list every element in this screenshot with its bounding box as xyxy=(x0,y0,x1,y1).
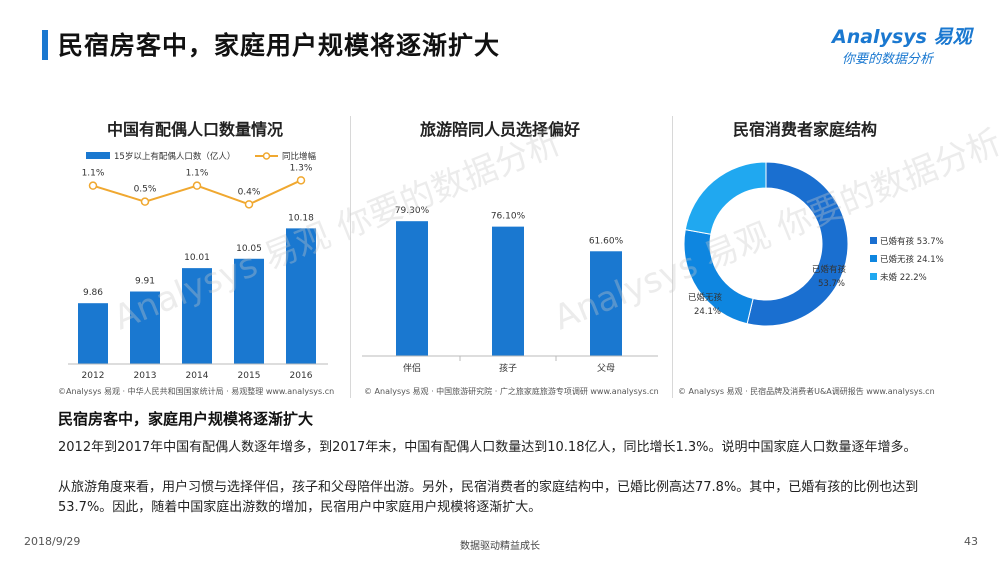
page-title: 民宿房客中，家庭用户规模将逐渐扩大 xyxy=(58,31,501,60)
bar-2015 xyxy=(234,258,264,364)
x-tick-label: 伴侣 xyxy=(403,362,421,374)
chart2-title: 旅游陪同人员选择偏好 xyxy=(419,120,580,139)
bar-2012 xyxy=(78,303,108,364)
footer-date: 2018/9/29 xyxy=(24,535,81,548)
chart1-title: 中国有配偶人口数量情况 xyxy=(106,120,283,139)
chart3-title: 民宿消费者家庭结构 xyxy=(732,120,877,139)
bar-孩子 xyxy=(492,226,524,356)
analysys-logo: Analysys 易观 你要的数据分析 xyxy=(832,22,982,72)
chart2-source: © Analysys 易观 · 中国旅游研究院 · 广之旅家庭旅游专项调研 ww… xyxy=(364,387,659,396)
growth-point xyxy=(140,197,150,206)
bar-value-label: 79.30% xyxy=(395,206,430,216)
summary-paragraph-2: 从旅游角度来看，用户习惯与选择伴侣，孩子和父母陪伴出游。另外，民宿消费者的家庭结… xyxy=(58,480,919,515)
donut-slice-已婚有孩 xyxy=(746,161,849,327)
x-tick-label: 孩子 xyxy=(499,362,517,374)
growth-label: 0.4% xyxy=(238,187,261,197)
x-tick-label: 2013 xyxy=(134,371,157,381)
legend-label: 未婚 22.2% xyxy=(880,272,927,283)
footer-slogan: 数据驱动精益成长 xyxy=(460,541,540,552)
growth-label: 1.1% xyxy=(186,169,209,179)
bar-父母 xyxy=(590,251,622,356)
logo-tagline: 你要的数据分析 xyxy=(842,52,934,67)
legend-bar-swatch xyxy=(86,152,110,159)
legend-bar-label: 15岁以上有配偶人口数（亿人） xyxy=(114,151,235,162)
bar-2014 xyxy=(182,268,212,364)
x-tick-label: 2016 xyxy=(290,371,313,381)
page-number: 43 xyxy=(964,535,978,548)
growth-point xyxy=(192,181,202,190)
legend-label: 已婚无孩 24.1% xyxy=(880,254,944,265)
x-tick-label: 父母 xyxy=(597,363,615,374)
growth-label: 1.3% xyxy=(290,163,313,173)
chart3-source: © Analysys 易观 · 民宿品牌及消费者U&A调研报告 www.anal… xyxy=(678,387,935,396)
bar-value-label: 76.10% xyxy=(491,212,526,222)
growth-label: 1.1% xyxy=(82,169,105,179)
donut-slice-未婚 xyxy=(684,161,767,235)
bar-value-label: 9.86 xyxy=(83,288,103,298)
bar-2016 xyxy=(286,228,316,364)
bar-伴侣 xyxy=(396,221,428,356)
chart1-source: ©Analysys 易观 · 中华人民共和国国家统计局 · 易观整理 www.a… xyxy=(58,387,335,396)
family-structure-donut: 已婚有孩 53.7% 已婚无孩 24.1% 已婚有孩 53.7% 已婚无孩 24.1% 未婚… xyxy=(683,161,944,327)
divider-1 xyxy=(350,116,351,398)
slice-label-married-nokids: 已婚无孩 xyxy=(688,292,723,303)
summary-heading: 民宿房客中，家庭用户规模将逐渐扩大 xyxy=(58,410,314,428)
legend-line-marker xyxy=(262,152,271,160)
legend-line-label: 同比增幅 xyxy=(282,151,317,162)
bar-value-label: 61.60% xyxy=(589,236,624,246)
bar-value-label: 10.01 xyxy=(184,253,210,263)
legend-label: 已婚有孩 53.7% xyxy=(880,236,944,247)
x-tick-label: 2015 xyxy=(238,371,261,381)
divider-2 xyxy=(672,116,673,398)
summary-paragraph-1: 2012年到2017年中国有配偶人数逐年增多，到2017年末，中国有配偶人口数量… xyxy=(58,440,917,455)
growth-point xyxy=(88,181,98,190)
bar-value-label: 10.05 xyxy=(236,244,262,254)
bar-value-label: 9.91 xyxy=(135,277,155,287)
x-tick-label: 2012 xyxy=(82,371,105,381)
legend-swatch xyxy=(870,237,877,244)
bar-value-label: 10.18 xyxy=(288,213,314,223)
growth-label: 0.5% xyxy=(134,185,157,195)
growth-point xyxy=(244,200,254,209)
growth-point xyxy=(296,176,306,185)
bar-2013 xyxy=(130,291,160,364)
slice-label-married-kids: 已婚有孩 xyxy=(812,264,847,275)
legend-swatch xyxy=(870,273,877,280)
married-population-chart: 15岁以上有配偶人口数（亿人） 同比增幅 9.86 2012 9.91 2013 10.01… xyxy=(68,151,328,381)
legend-swatch xyxy=(870,255,877,262)
x-tick-label: 2014 xyxy=(186,371,209,381)
title-accent-bar xyxy=(42,30,48,60)
travel-companion-chart: 79.30% 伴侣 76.10% 孩子 61.60% 父母 xyxy=(362,206,658,374)
slice-value-married-kids: 53.7% xyxy=(818,279,845,289)
slice-value-married-nokids: 24.1% xyxy=(694,307,721,317)
logo-text: Analysys 易观 xyxy=(832,26,972,48)
